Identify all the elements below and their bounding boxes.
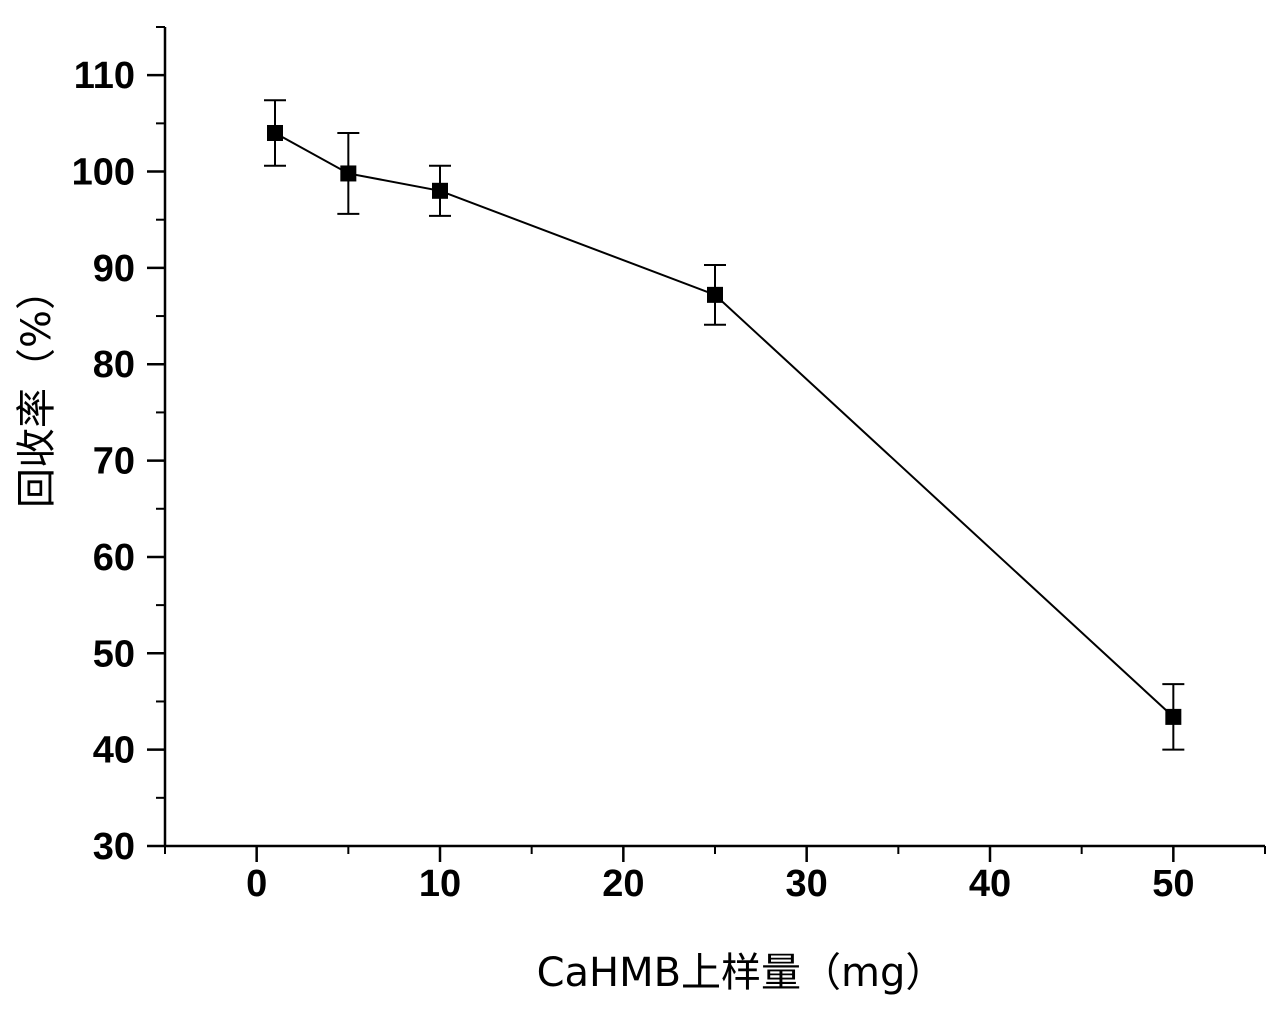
y-tick-label: 70	[93, 441, 135, 483]
data-point	[267, 124, 283, 141]
y-axis-title: 回收率（%）	[14, 270, 60, 508]
y-tick-label: 60	[93, 537, 135, 579]
x-axis-title: CaHMB上样量（mg）	[537, 950, 946, 996]
y-tick-label: 90	[93, 248, 135, 290]
y-tick-label: 50	[93, 633, 135, 675]
x-tick-label: 40	[969, 863, 1011, 905]
y-tick-label: 100	[72, 152, 135, 194]
axes: 30 40 50 60 70 80 90 100 110 0 10 20 30 40 50	[72, 26, 1266, 905]
y-tick-label: 40	[93, 730, 135, 772]
data-point	[707, 286, 723, 303]
data-point	[340, 165, 357, 182]
y-tick-label: 80	[93, 344, 135, 386]
x-tick-label: 30	[786, 863, 828, 905]
x-tick-label: 10	[419, 863, 461, 905]
y-tick-label: 110	[74, 55, 135, 97]
data-point	[1165, 708, 1182, 725]
x-tick-label: 50	[1152, 863, 1194, 905]
x-tick-label: 20	[602, 863, 644, 905]
y-tick-label: 30	[93, 826, 135, 868]
chart-marks	[264, 99, 1185, 751]
x-tick-label: 0	[246, 863, 267, 905]
data-point	[432, 182, 448, 199]
